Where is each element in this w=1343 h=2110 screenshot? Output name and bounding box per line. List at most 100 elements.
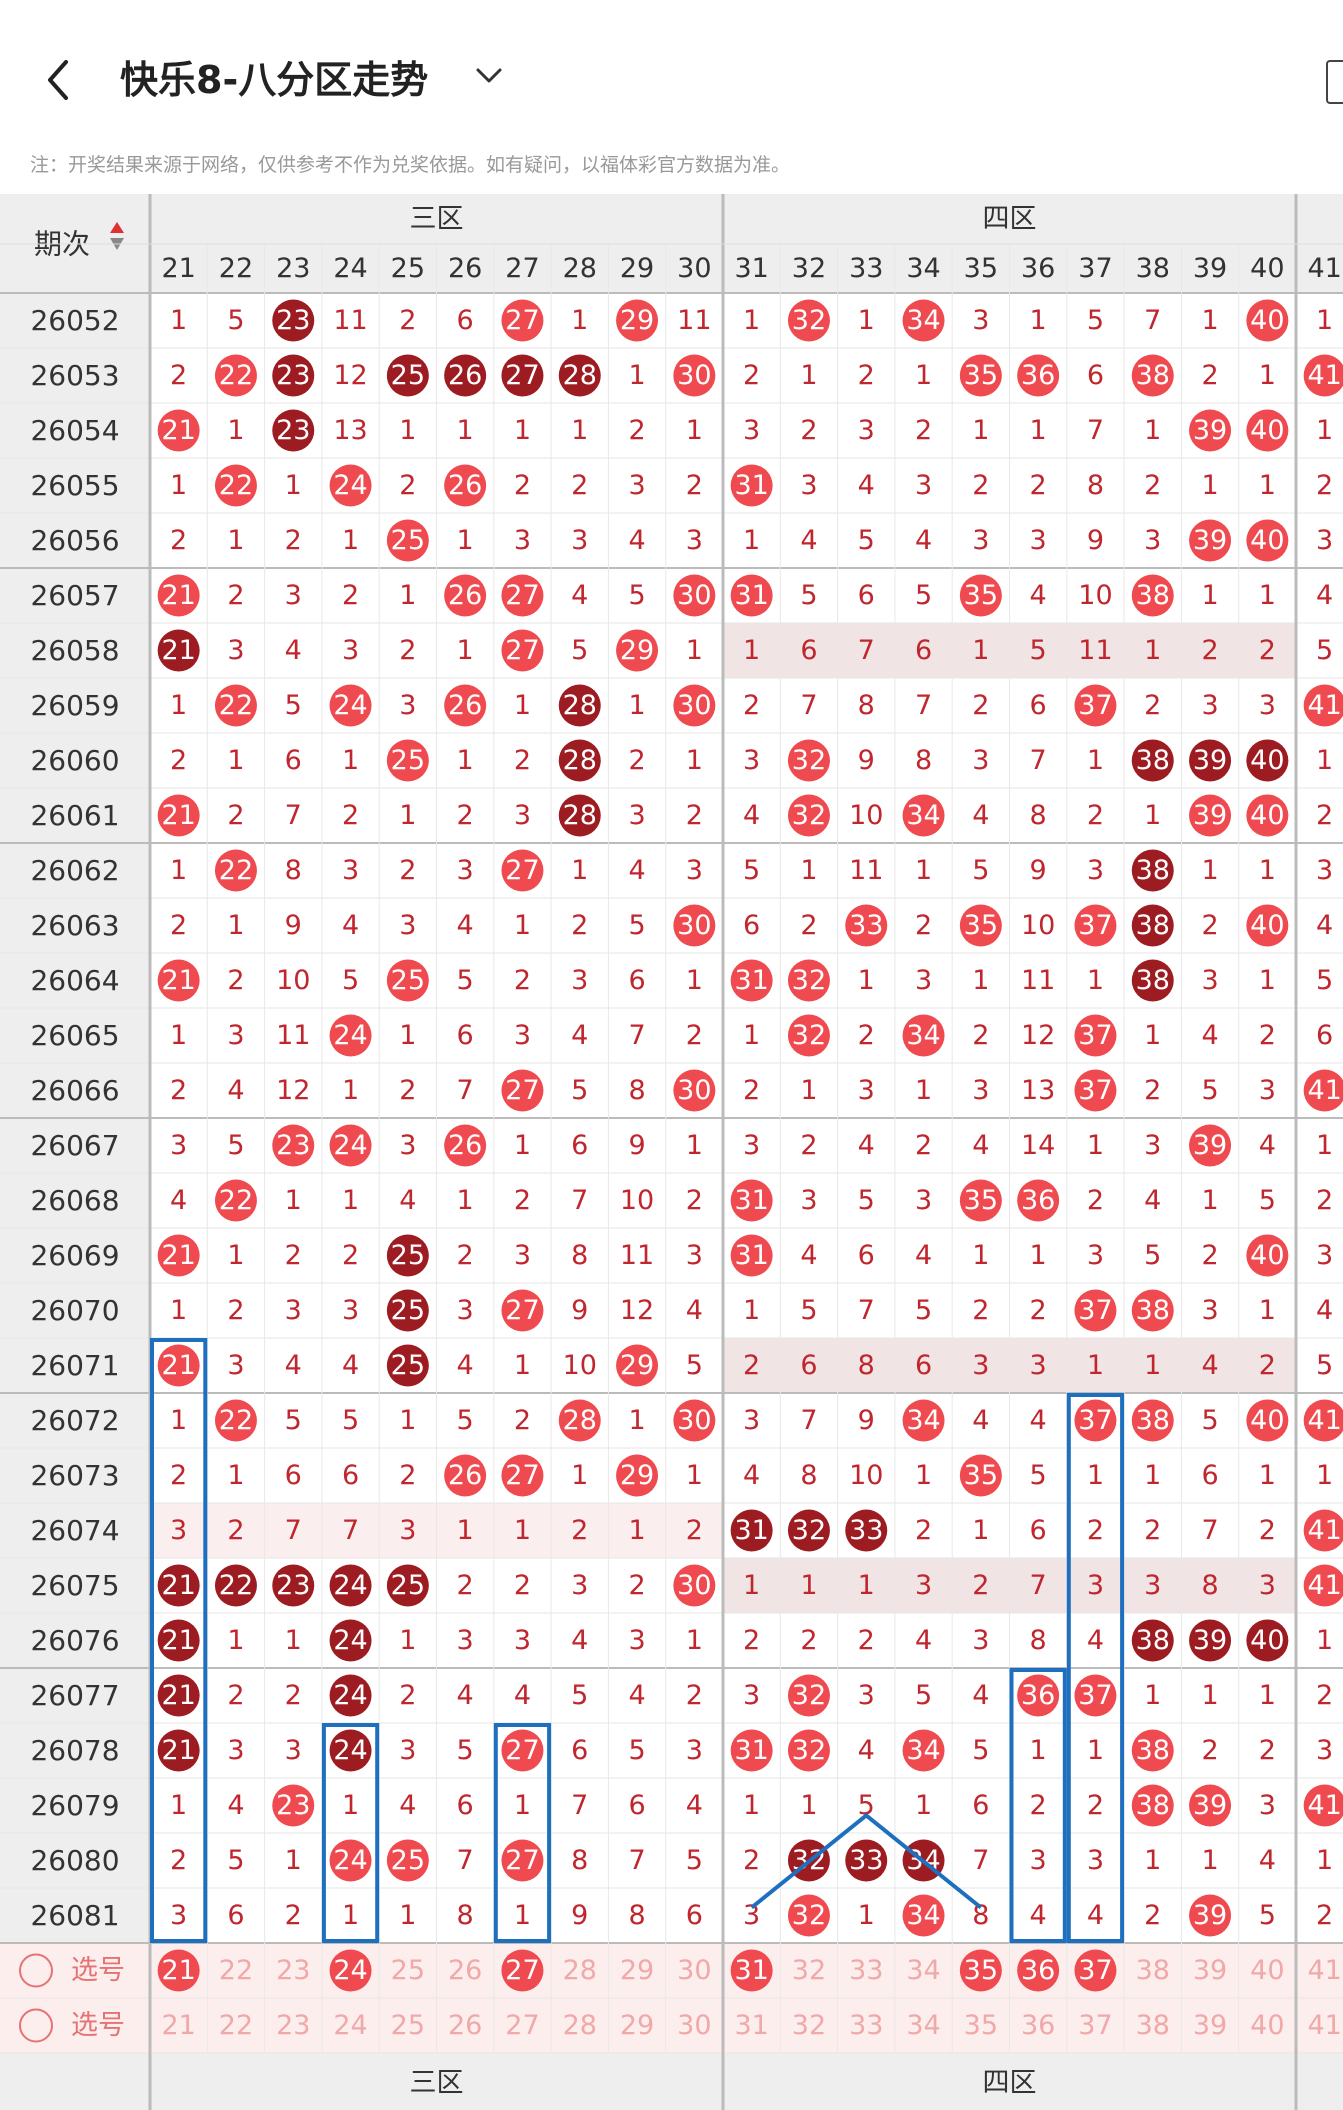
miss-count: 5 bbox=[1259, 1185, 1276, 1216]
miss-count: 2 bbox=[743, 1845, 760, 1876]
hit-number: 41 bbox=[1307, 1075, 1341, 1106]
select-option[interactable]: 30 bbox=[677, 1955, 711, 1986]
issue-number: 26057 bbox=[30, 579, 119, 612]
selected-number[interactable]: 36 bbox=[1021, 1955, 1055, 1986]
selected-number[interactable]: 24 bbox=[333, 1955, 367, 1986]
select-option[interactable]: 38 bbox=[1136, 2010, 1170, 2041]
select-option[interactable]: 36 bbox=[1021, 2010, 1055, 2041]
selected-number[interactable]: 21 bbox=[161, 1955, 195, 1986]
issue-number: 26055 bbox=[30, 469, 119, 502]
selected-ball[interactable] bbox=[1017, 1949, 1060, 1992]
select-option[interactable]: 39 bbox=[1193, 1955, 1227, 1986]
select-option[interactable]: 40 bbox=[1250, 1955, 1284, 1986]
select-option[interactable]: 26 bbox=[448, 1955, 482, 1986]
miss-count: 4 bbox=[1144, 1185, 1161, 1216]
hit-number: 21 bbox=[161, 965, 195, 996]
column-header-34: 34 bbox=[906, 253, 940, 284]
miss-count: 1 bbox=[1087, 1735, 1104, 1766]
miss-count: 1 bbox=[514, 1350, 531, 1381]
select-option[interactable]: 29 bbox=[620, 1955, 654, 1986]
sort-up-icon[interactable] bbox=[110, 222, 124, 233]
selected-number[interactable]: 31 bbox=[734, 1955, 768, 1986]
miss-count: 1 bbox=[972, 965, 989, 996]
select-option[interactable]: 33 bbox=[849, 2010, 883, 2041]
chevron-down-icon[interactable] bbox=[474, 64, 504, 88]
select-option[interactable]: 23 bbox=[276, 1955, 310, 1986]
miss-count: 3 bbox=[1087, 1570, 1104, 1601]
miss-count: 5 bbox=[743, 855, 760, 886]
select-option[interactable]: 23 bbox=[276, 2010, 310, 2041]
hit-number: 37 bbox=[1078, 1020, 1112, 1051]
select-option[interactable]: 22 bbox=[219, 1955, 253, 1986]
selected-number[interactable]: 27 bbox=[505, 1955, 539, 1986]
select-option[interactable]: 25 bbox=[391, 2010, 425, 2041]
back-arrow-icon[interactable] bbox=[40, 52, 80, 108]
selected-ball[interactable] bbox=[959, 1949, 1002, 1992]
select-option[interactable]: 32 bbox=[792, 1955, 826, 1986]
select-option[interactable]: 34 bbox=[906, 2010, 940, 2041]
hit-number: 32 bbox=[792, 1515, 826, 1546]
miss-count: 3 bbox=[1087, 1240, 1104, 1271]
tablet-icon[interactable] bbox=[1326, 60, 1343, 104]
miss-count: 1 bbox=[1087, 745, 1104, 776]
miss-count: 2 bbox=[1316, 470, 1333, 501]
hit-ball bbox=[1074, 904, 1117, 947]
miss-count: 3 bbox=[285, 1735, 302, 1766]
miss-count: 2 bbox=[743, 1075, 760, 1106]
selected-ball[interactable] bbox=[157, 1949, 200, 1992]
miss-count: 3 bbox=[972, 1350, 989, 1381]
select-option[interactable]: 21 bbox=[161, 2010, 195, 2041]
miss-count: 5 bbox=[1144, 1240, 1161, 1271]
miss-count: 2 bbox=[628, 415, 645, 446]
select-option[interactable]: 35 bbox=[964, 2010, 998, 2041]
select-option[interactable]: 28 bbox=[563, 2010, 597, 2041]
miss-count: 4 bbox=[1316, 910, 1333, 941]
issue-number: 26063 bbox=[30, 909, 119, 942]
select-label[interactable]: 选号 bbox=[71, 2010, 125, 2041]
selected-ball[interactable] bbox=[1074, 1949, 1117, 1992]
select-option[interactable]: 25 bbox=[391, 1955, 425, 1986]
miss-count: 1 bbox=[227, 1460, 244, 1491]
select-option[interactable]: 22 bbox=[219, 2010, 253, 2041]
column-header-27: 27 bbox=[505, 253, 539, 284]
select-option[interactable]: 29 bbox=[620, 2010, 654, 2041]
hit-ball bbox=[1189, 1124, 1232, 1167]
hit-number: 38 bbox=[1136, 1735, 1170, 1766]
select-option[interactable]: 28 bbox=[563, 1955, 597, 1986]
selected-ball[interactable] bbox=[329, 1949, 372, 1992]
selected-ball[interactable] bbox=[501, 1949, 544, 1992]
hit-number: 34 bbox=[906, 1900, 940, 1931]
select-option[interactable]: 41 bbox=[1307, 2010, 1341, 2041]
hit-number: 32 bbox=[792, 1020, 826, 1051]
select-option[interactable]: 39 bbox=[1193, 2010, 1227, 2041]
selected-number[interactable]: 37 bbox=[1078, 1955, 1112, 1986]
select-option[interactable]: 30 bbox=[677, 2010, 711, 2041]
select-option[interactable]: 37 bbox=[1078, 2010, 1112, 2041]
hit-ball bbox=[902, 1729, 945, 1772]
select-option[interactable]: 27 bbox=[505, 2010, 539, 2041]
select-option[interactable]: 32 bbox=[792, 2010, 826, 2041]
hit-number: 27 bbox=[505, 580, 539, 611]
miss-count: 8 bbox=[285, 855, 302, 886]
select-radio-icon[interactable] bbox=[19, 1953, 53, 1988]
select-option[interactable]: 33 bbox=[849, 1955, 883, 1986]
column-header-38: 38 bbox=[1136, 253, 1170, 284]
miss-count: 6 bbox=[1316, 1020, 1333, 1051]
selected-number[interactable]: 35 bbox=[964, 1955, 998, 1986]
miss-count: 3 bbox=[457, 1625, 474, 1656]
hit-ball bbox=[1131, 739, 1174, 782]
select-option[interactable]: 38 bbox=[1136, 1955, 1170, 1986]
miss-count: 7 bbox=[800, 690, 817, 721]
miss-count: 1 bbox=[227, 1625, 244, 1656]
select-label[interactable]: 选号 bbox=[71, 1955, 125, 1986]
selected-ball[interactable] bbox=[730, 1949, 773, 1992]
miss-count: 4 bbox=[972, 1130, 989, 1161]
select-radio-icon[interactable] bbox=[19, 2008, 53, 2043]
select-option[interactable]: 31 bbox=[734, 2010, 768, 2041]
select-option[interactable]: 34 bbox=[906, 1955, 940, 1986]
miss-count: 12 bbox=[276, 1075, 310, 1106]
select-option[interactable]: 24 bbox=[333, 2010, 367, 2041]
select-option[interactable]: 41 bbox=[1307, 1955, 1341, 1986]
select-option[interactable]: 40 bbox=[1250, 2010, 1284, 2041]
select-option[interactable]: 26 bbox=[448, 2010, 482, 2041]
